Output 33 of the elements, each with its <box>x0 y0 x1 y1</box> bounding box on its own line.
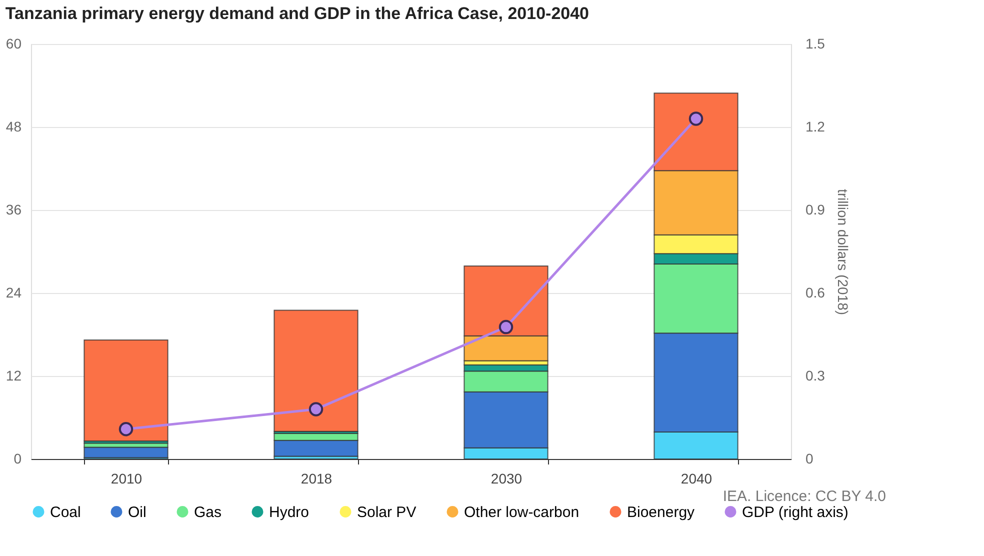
y-tick-label: 60 <box>6 36 22 52</box>
x-tick-label: 2030 <box>490 470 522 486</box>
legend-label: Bioenergy <box>627 504 696 521</box>
y-tick-label: 12 <box>6 368 22 384</box>
y2-tick-label: 0.6 <box>806 284 826 300</box>
point <box>688 112 704 126</box>
legend-label: Solar PV <box>357 504 416 521</box>
y2-tick-label: 0.9 <box>806 202 826 218</box>
legend-label: Coal <box>50 504 81 521</box>
point <box>118 422 134 436</box>
bar <box>84 340 168 442</box>
y-tick-label: 36 <box>6 202 22 218</box>
x-tick-label: 2010 <box>110 470 142 486</box>
y2-tick-label: 0.3 <box>806 368 826 384</box>
y2-tick-label: 1.5 <box>806 36 826 52</box>
text: IEA. Licence: CC BY 4.0 <box>722 488 886 505</box>
y-tick-label: 48 <box>6 118 22 134</box>
legend-label: Oil <box>128 504 146 521</box>
y2-axis-title: trillion dollars (2018) <box>834 188 851 316</box>
legend-label: Other low-carbon <box>464 504 580 521</box>
y-tick-label: 24 <box>6 284 22 300</box>
y-tick-label: 0 <box>14 450 22 466</box>
y2-tick-label: 1.2 <box>806 118 826 134</box>
point <box>308 402 324 416</box>
legend-label: Gas <box>194 504 222 521</box>
chart-title: Tanzania primary energy demand and GDP in the Africa Case, 2010-2040 <box>5 4 590 23</box>
x-tick-label: 2018 <box>300 470 332 486</box>
y2-tick-label: 0 <box>806 450 814 466</box>
bar <box>274 310 358 432</box>
legend-label: Hydro <box>269 504 310 521</box>
point <box>498 320 514 334</box>
x-tick-label: 2040 <box>680 470 712 486</box>
legend-label: GDP (right axis) <box>742 504 848 521</box>
